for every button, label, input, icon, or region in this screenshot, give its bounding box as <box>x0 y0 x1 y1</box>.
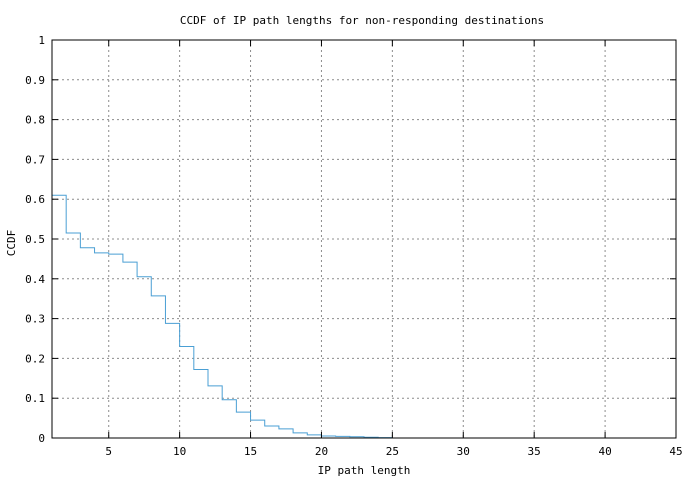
series-line <box>52 194 393 439</box>
y-tick-label: 0.5 <box>25 233 45 246</box>
x-tick-label: 35 <box>528 445 541 458</box>
x-tick-label: 25 <box>386 445 399 458</box>
x-tick-label: 40 <box>598 445 611 458</box>
y-tick-label: 1 <box>38 34 45 47</box>
x-tick-label: 10 <box>173 445 186 458</box>
x-tick-label: 20 <box>315 445 328 458</box>
axis-ticks: 00.10.20.30.40.50.60.70.80.915 10 15 20 25 30… <box>25 34 683 458</box>
y-tick-label: 0.1 <box>25 392 45 405</box>
x-tick-label: 5 <box>105 445 112 458</box>
grid-lines <box>52 40 676 438</box>
x-tick-label: 45 <box>669 445 682 458</box>
x-tick-label: 15 <box>244 445 257 458</box>
chart-title: CCDF of IP path lengths for non-respondi… <box>180 14 544 27</box>
y-tick-label: 0 <box>38 432 45 445</box>
y-tick-label: 0.2 <box>25 352 45 365</box>
y-axis-label: CCDF <box>5 230 18 257</box>
y-tick-label: 0.7 <box>25 153 45 166</box>
x-tick-label: 30 <box>457 445 470 458</box>
y-tick-label: 0.6 <box>25 193 45 206</box>
ccdf-step-line <box>52 194 393 439</box>
y-tick-label: 0.9 <box>25 74 45 87</box>
x-axis-label: IP path length <box>318 464 411 477</box>
y-tick-label: 0.3 <box>25 313 45 326</box>
y-tick-label: 0.4 <box>25 273 45 286</box>
y-tick-label: 0.8 <box>25 114 45 127</box>
